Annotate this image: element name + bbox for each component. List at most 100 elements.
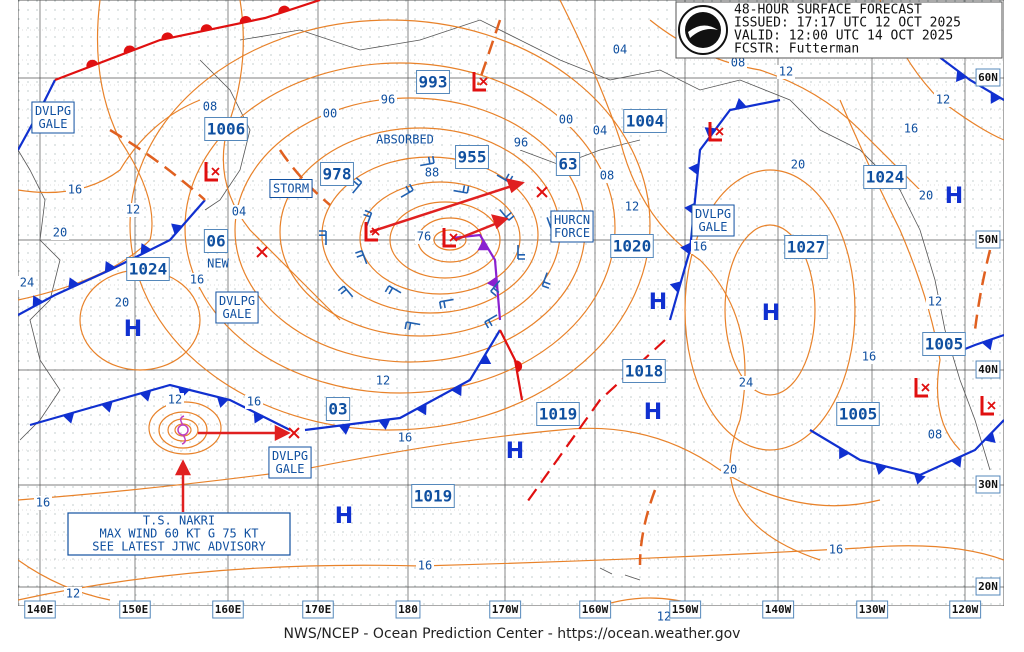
label-box <box>623 109 667 133</box>
isobar-label-bg <box>166 393 184 407</box>
header-line: FCSTR: Futterman <box>734 42 859 57</box>
label-box <box>856 600 889 619</box>
isobar-label: 16 <box>36 496 50 510</box>
cold-front-barb <box>688 162 699 175</box>
label-box <box>325 397 351 421</box>
warm-front-bump <box>239 16 252 24</box>
arrowhead <box>274 424 291 442</box>
wind-barb <box>355 249 368 265</box>
annotation-box <box>268 446 312 479</box>
cold-front-barb <box>32 295 44 308</box>
cold-front-barb <box>171 223 183 235</box>
isobar-label: 00 <box>559 113 573 127</box>
label-box <box>975 68 1001 87</box>
logo-bird <box>688 25 718 38</box>
cold-front-barb <box>216 396 229 408</box>
front <box>29 383 291 431</box>
asia-coast <box>18 149 61 441</box>
label-box <box>455 145 489 169</box>
label-box <box>489 600 522 619</box>
low-symbol <box>364 222 378 242</box>
front-line <box>499 329 524 401</box>
isobar-label-bg <box>789 158 807 172</box>
trough <box>278 149 331 206</box>
warm-front-bump <box>515 360 523 373</box>
header-box <box>675 1 1003 59</box>
front <box>929 49 1004 104</box>
pressure-value: 1027 <box>787 238 826 257</box>
isobar-label: 88 <box>425 166 439 180</box>
cold-front-barb <box>378 419 391 430</box>
cold-front-barb <box>734 98 747 110</box>
cold-front-barb <box>101 401 113 413</box>
cold-front-barb <box>416 403 427 416</box>
cold-front-barb <box>839 447 850 460</box>
wind-barb <box>484 314 498 329</box>
storm-box-line: MAX WIND 60 KT G 75 KT <box>100 527 259 541</box>
pressure-value: 955 <box>458 148 487 167</box>
isobar-label-bg <box>691 240 709 254</box>
cold-front-barb <box>338 424 351 435</box>
latitude-label: 50N <box>978 233 998 246</box>
isobar-label: 08 <box>600 169 614 183</box>
low-center-x <box>449 233 458 242</box>
isobar-label-bg <box>591 124 609 138</box>
isobar-label: 16 <box>190 273 204 287</box>
isobar-label: 08 <box>928 428 942 442</box>
cold-front-barb <box>68 277 80 289</box>
isobar-label: 12 <box>928 295 942 309</box>
kamchatka <box>199 59 251 211</box>
isobar-label-bg <box>34 496 52 510</box>
trough <box>638 489 657 566</box>
tropical-storm-symbol <box>177 415 189 445</box>
wind-barb <box>404 321 421 330</box>
arrowhead <box>174 459 192 476</box>
isobar-label-bg <box>66 183 84 197</box>
latitude-label: 60N <box>978 71 998 84</box>
longitude-label: 160W <box>582 603 609 616</box>
label-box <box>622 359 666 383</box>
cold-front-barb <box>477 240 490 251</box>
latitude-label: 20N <box>978 580 998 593</box>
annotation-line: GALE <box>276 462 305 476</box>
track-arrow <box>454 220 501 242</box>
warm-front-bump <box>86 59 98 68</box>
warm-front-bump <box>123 45 136 54</box>
isobar-label: 04 <box>593 124 607 138</box>
isobar-label: 12 <box>66 587 80 601</box>
annotation-line: NEW <box>207 257 229 271</box>
isobar-label-bg <box>777 65 795 79</box>
wind-barb <box>438 298 454 309</box>
longitude-label: 150W <box>672 603 699 616</box>
isobar-label: 20 <box>723 463 737 477</box>
isobar-label: 12 <box>126 203 140 217</box>
annotation-line: GALE <box>39 117 68 131</box>
longitude-label: 140W <box>765 603 792 616</box>
isobar-label: 20 <box>791 158 805 172</box>
label-box <box>395 600 421 619</box>
wind-barb <box>363 209 373 227</box>
annotation-line: DVLPG <box>35 104 71 118</box>
pressure-value: 1020 <box>613 237 652 256</box>
annotation-box <box>550 210 594 243</box>
label-box <box>836 402 880 426</box>
isobar-label: 76 <box>417 230 431 244</box>
isobar-label-bg <box>557 113 575 127</box>
high-center: H <box>506 439 524 464</box>
annotation-line: STORM <box>273 182 309 196</box>
low-center-x <box>715 127 724 136</box>
high-center: H <box>945 184 963 209</box>
isobar-label: 24 <box>20 276 34 290</box>
isobar <box>222 0 341 321</box>
isobar-label-bg <box>623 200 641 214</box>
isobar-label-bg <box>188 273 206 287</box>
cold-front-barb <box>140 243 152 255</box>
isobar-label: 16 <box>68 183 82 197</box>
label-box <box>411 484 455 508</box>
isobar-label-bg <box>737 376 755 390</box>
label-box <box>302 600 334 619</box>
isobar-label-bg <box>611 43 629 57</box>
wind-barb <box>400 183 414 198</box>
pressure-value: 1004 <box>626 112 665 131</box>
isobar-label: 96 <box>514 136 528 150</box>
